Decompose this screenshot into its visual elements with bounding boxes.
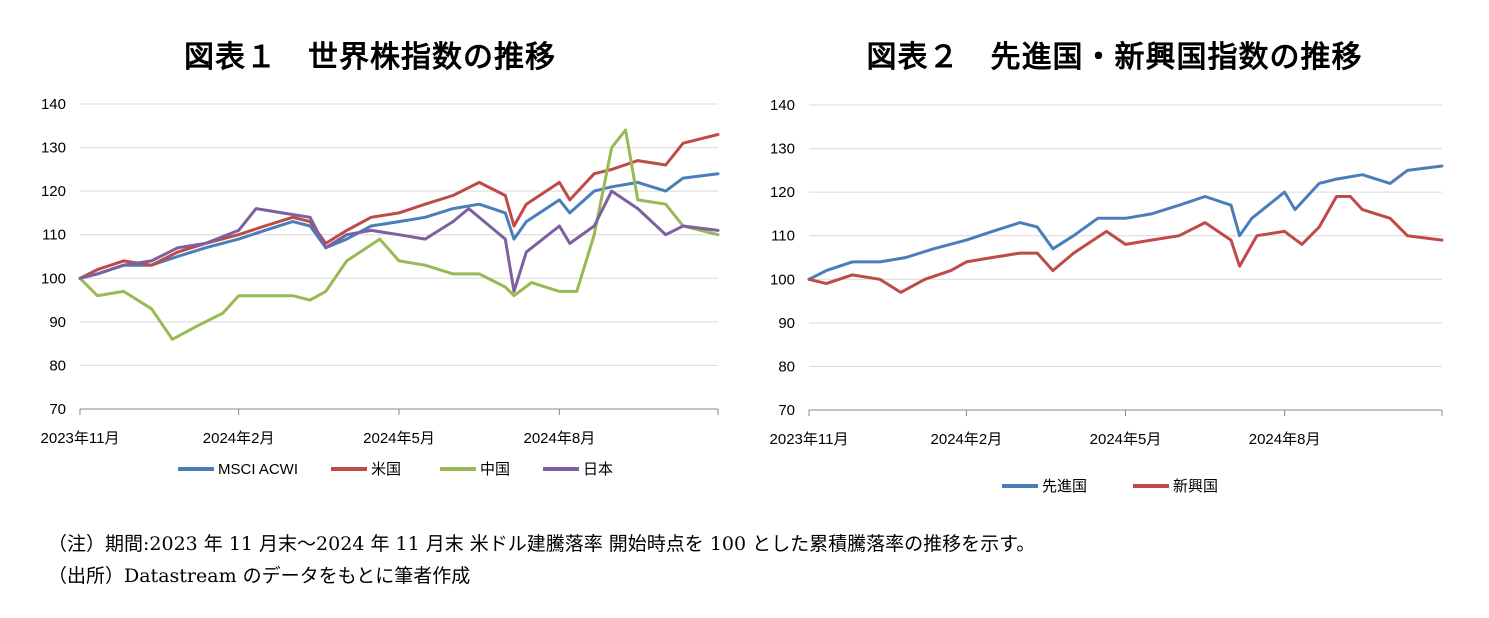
x-tick-label: 2024年8月 [524, 430, 596, 447]
y-tick-label: 70 [49, 401, 66, 418]
series-line [78, 189, 720, 293]
y-tick-label: 130 [770, 141, 795, 158]
y-tick-label: 120 [770, 184, 795, 201]
y-tick-label: 120 [41, 183, 66, 200]
x-tick-label: 2024年5月 [363, 430, 435, 447]
legend-label: 新興国 [1173, 478, 1218, 495]
legend-label: 米国 [371, 461, 401, 478]
x-tick-label: 2023年11月 [770, 431, 849, 448]
series-line [78, 172, 720, 280]
legend-label: 日本 [583, 461, 613, 478]
chart-title: 図表２ 先進国・新興国指数の推移 [866, 40, 1363, 75]
series-line [78, 133, 720, 280]
x-tick-label: 2024年2月 [203, 430, 275, 447]
x-tick-label: 2024年5月 [1090, 431, 1162, 448]
y-tick-label: 100 [41, 270, 66, 287]
y-tick-label: 90 [778, 315, 795, 332]
y-tick-label: 90 [49, 314, 66, 331]
chart-svg: 70 80 90 100 110 120 130 140 2023年11月 2024年2月 2024… [41, 96, 720, 478]
chart-world-indices: 図表１ 世界株指数の推移 70 80 90 100 110 120 130 140 2023年1… [0, 0, 740, 520]
series-line [807, 195, 1444, 294]
y-tick-label: 70 [778, 402, 795, 419]
x-tick-label: 2023年11月 [41, 430, 120, 447]
y-tick-label: 100 [770, 271, 795, 288]
x-tick-label: 2024年8月 [1249, 431, 1321, 448]
y-tick-label: 140 [41, 96, 66, 113]
y-tick-label: 80 [778, 358, 795, 375]
series-line [78, 128, 720, 341]
legend-label: MSCI ACWI [218, 461, 298, 478]
y-tick-label: 110 [771, 228, 795, 245]
x-tick-label: 2024年2月 [931, 431, 1003, 448]
chart-svg: 70 80 90 100 110 120 130 140 2023年11月 2024年2月 2024… [770, 97, 1444, 495]
note-text: （注）期間:2023 年 11 月末～2024 年 11 月末 米ドル建騰落率 … [48, 533, 1036, 555]
source-text: （出所）Datastream のデータをもとに筆者作成 [48, 565, 471, 587]
chart-developed-emerging: 図表２ 先進国・新興国指数の推移 70 80 90 100 110 120 130 140 20… [740, 0, 1489, 520]
legend-label: 中国 [480, 461, 510, 478]
y-tick-label: 130 [41, 140, 66, 157]
notes: （注）期間:2023 年 11 月末～2024 年 11 月末 米ドル建騰落率 … [48, 528, 1468, 592]
legend-label: 先進国 [1042, 478, 1087, 495]
y-tick-label: 110 [42, 227, 66, 244]
series-line [807, 164, 1444, 281]
y-tick-label: 140 [770, 97, 795, 114]
y-tick-label: 80 [49, 357, 66, 374]
chart-title: 図表１ 世界株指数の推移 [184, 40, 556, 75]
